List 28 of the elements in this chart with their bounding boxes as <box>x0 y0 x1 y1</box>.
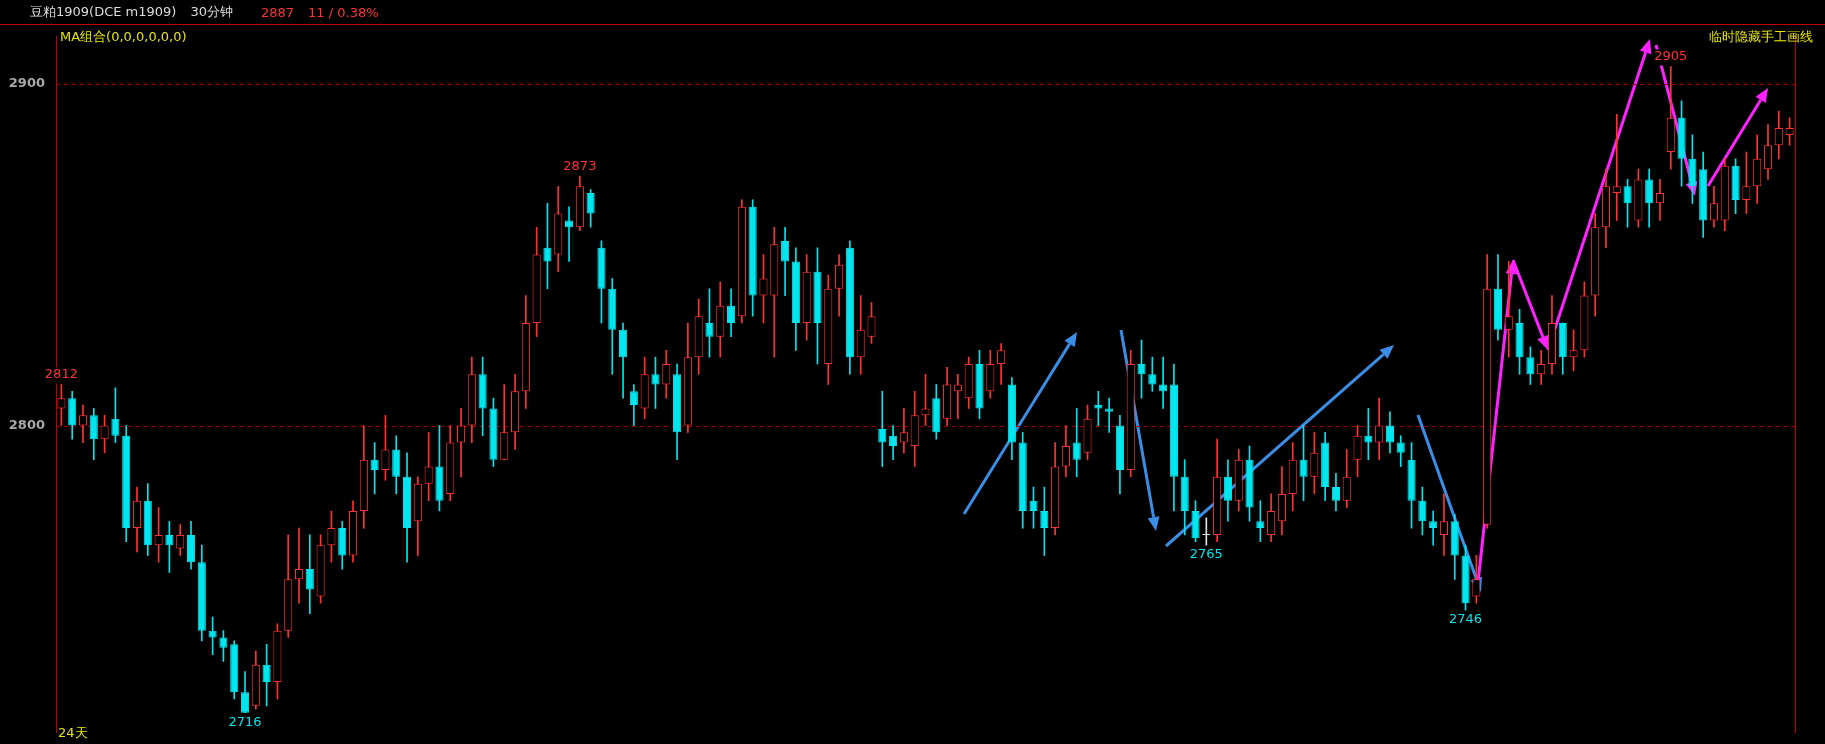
chart-title: 豆粕1909(DCE m1909) <box>30 3 177 21</box>
chart-subtitle: 30分钟 <box>190 3 233 21</box>
annotation: MA组合(0,0,0,0,0,0) <box>60 28 187 46</box>
annotation: 2905 <box>1654 48 1688 64</box>
candlestick <box>1429 510 1438 546</box>
candlestick <box>1072 408 1081 478</box>
annotation: 24天 <box>58 724 88 742</box>
candlestick <box>565 206 574 262</box>
annotation: 2765 <box>1189 546 1223 562</box>
candlestick <box>1612 114 1621 221</box>
candlestick <box>1439 493 1449 556</box>
candlestick <box>878 391 887 467</box>
candlestick <box>1504 261 1513 358</box>
annotation: 2812 <box>44 366 78 382</box>
candlestick <box>457 408 466 478</box>
annotation: 2746 <box>1449 611 1483 626</box>
annotation: 2716 <box>228 713 262 729</box>
candlestick <box>294 527 304 604</box>
y-tick-label: 2900 <box>8 75 45 91</box>
text: 2887 <box>260 4 295 20</box>
candlestick <box>1040 486 1049 556</box>
y-tick-label: 2800 <box>8 416 45 432</box>
annotation: 临时隐藏手工画线 <box>1709 28 1813 46</box>
candlestick <box>1105 397 1114 433</box>
text: 11 / 0.38% <box>308 4 379 20</box>
candlestick <box>899 408 908 454</box>
candlestick <box>1655 179 1665 221</box>
annotation: 2873 <box>563 157 597 173</box>
